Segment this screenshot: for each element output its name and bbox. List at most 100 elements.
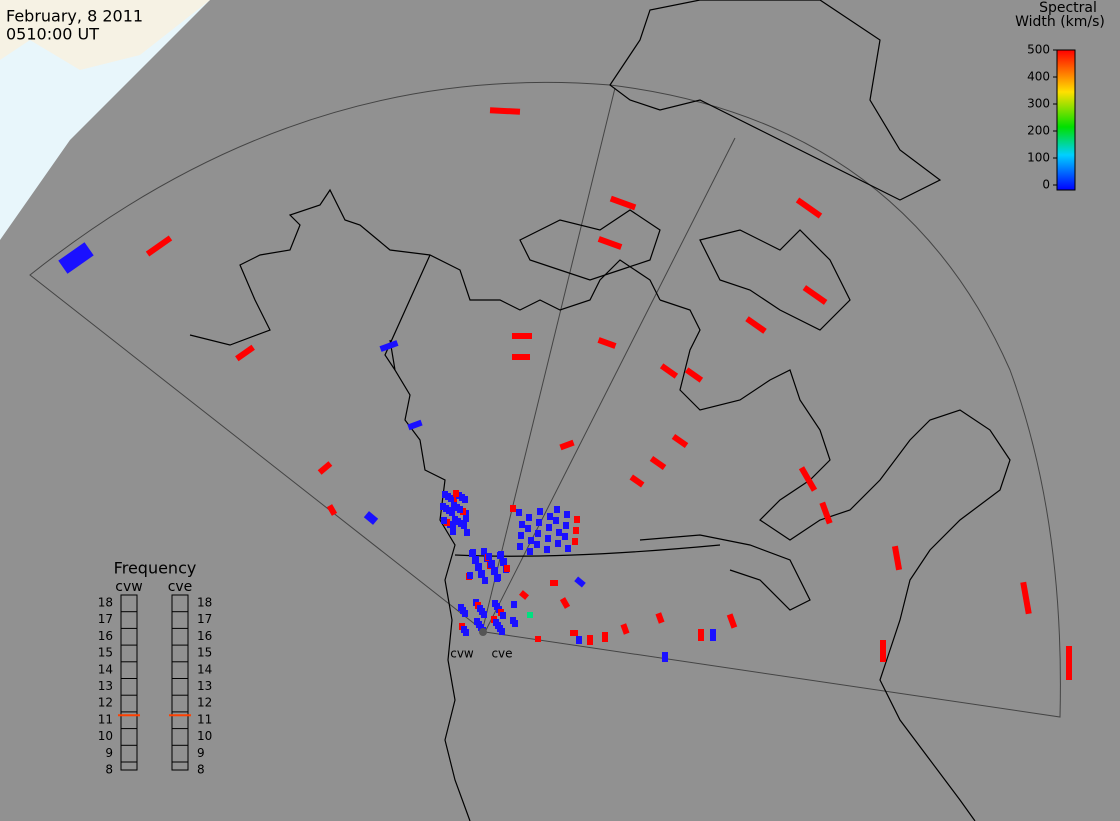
echo-cell — [620, 623, 630, 635]
frequency-tick-label: 17 — [197, 612, 212, 626]
echo-cell — [145, 235, 173, 257]
echo-cell — [481, 548, 487, 555]
echo-cell — [573, 527, 579, 534]
echo-cell — [441, 517, 447, 524]
frequency-tick-label: 16 — [98, 629, 113, 643]
echo-cell — [517, 543, 523, 550]
echo-cell — [492, 567, 498, 574]
colorbar-tick-label: 400 — [1027, 70, 1050, 84]
echo-cell — [535, 530, 541, 537]
echo-cell — [363, 511, 379, 525]
echo-cell — [498, 551, 504, 558]
frequency-tick-label: 8 — [197, 763, 205, 777]
echo-cell — [559, 597, 571, 609]
frequency-tick-label: 9 — [197, 746, 205, 760]
frequency-tick-label: 9 — [105, 746, 113, 760]
coastline-greenland — [609, 0, 942, 201]
colorbar-title: Width (km/s) — [1015, 14, 1105, 30]
echo-cell — [511, 601, 517, 608]
echo-cell — [609, 195, 637, 211]
echo-cell — [407, 419, 423, 431]
echo-cell — [527, 548, 533, 555]
daylight-region — [0, 0, 210, 240]
colorbar-tick-label: 0 — [1042, 178, 1050, 192]
echo-cell — [462, 610, 468, 617]
echo-cell — [570, 630, 578, 636]
echo-cell — [512, 354, 530, 360]
echo-cell — [481, 611, 487, 618]
frequency-tick-label: 16 — [197, 629, 212, 643]
colorbar-tick-label: 500 — [1027, 43, 1050, 57]
echo-cell — [698, 629, 704, 641]
border — [454, 544, 721, 557]
echo-cell — [655, 612, 665, 624]
echo-cell — [555, 540, 561, 547]
echo-cell — [464, 529, 470, 536]
frequency-tick-label: 10 — [98, 729, 113, 743]
echo-cell — [684, 367, 704, 383]
echo-cell — [602, 632, 608, 642]
echo-cell — [880, 640, 886, 662]
echo-cell — [476, 563, 482, 570]
echoes — [58, 107, 1072, 680]
echo-cell — [440, 503, 446, 510]
echo-cell — [534, 541, 540, 548]
radar-fan — [29, 81, 1061, 718]
border — [384, 254, 431, 371]
echo-cell — [450, 528, 456, 535]
echo-cell — [489, 560, 495, 567]
echo-cell — [662, 652, 668, 662]
echo-cell — [452, 516, 458, 523]
colorbar-tick-label: 100 — [1027, 151, 1050, 165]
echo-cell — [649, 455, 667, 471]
echo-cell — [486, 553, 492, 560]
echo-cell — [499, 628, 505, 635]
echo-cell — [442, 491, 448, 498]
echo-cell — [576, 636, 582, 644]
echo-cell — [550, 580, 558, 586]
echo-cell — [671, 433, 689, 449]
echo-cell — [819, 501, 833, 525]
echo-cell — [547, 513, 553, 520]
echo-cell — [546, 524, 552, 531]
beam-line — [484, 137, 736, 633]
frequency-tick-label: 17 — [98, 612, 113, 626]
echo-cell — [659, 363, 679, 379]
frequency-tick-label: 15 — [197, 646, 212, 660]
echo-cell — [537, 508, 543, 515]
frequency-tick-label: 14 — [197, 662, 212, 676]
frequency-tick-label: 11 — [98, 712, 113, 726]
radar-label: cvw — [450, 647, 474, 661]
frequency-tick-label: 12 — [197, 696, 212, 710]
coastline — [659, 299, 1011, 821]
echo-cell — [453, 490, 459, 497]
echo-cell — [572, 538, 578, 545]
echo-cell — [525, 525, 531, 532]
echo-cell — [545, 535, 551, 542]
echo-cell — [512, 620, 518, 627]
echo-cell — [802, 285, 828, 305]
echo-cell — [317, 461, 333, 475]
colorbar-tick-label: 200 — [1027, 124, 1050, 138]
echo-cell — [745, 316, 767, 334]
echo-cell — [1066, 646, 1072, 680]
frequency-tick-label: 15 — [98, 646, 113, 660]
colorbar-tick-label: 300 — [1027, 97, 1050, 111]
echo-cell — [58, 242, 94, 274]
time-label: 0510:00 UT — [6, 25, 99, 44]
echo-cell — [1020, 581, 1032, 615]
echo-cell — [495, 574, 501, 581]
echo-cell — [597, 337, 617, 349]
echo-cell — [479, 570, 485, 577]
frequency-title: Frequency — [114, 559, 197, 578]
echo-cell — [326, 504, 338, 516]
echo-cell — [470, 549, 476, 556]
echo-cell — [451, 502, 457, 509]
echo-cell — [564, 511, 570, 518]
frequency-radar-label: cve — [168, 579, 193, 595]
frequency-radar-label: cvw — [115, 579, 142, 595]
frequency-tick-label: 10 — [197, 729, 212, 743]
